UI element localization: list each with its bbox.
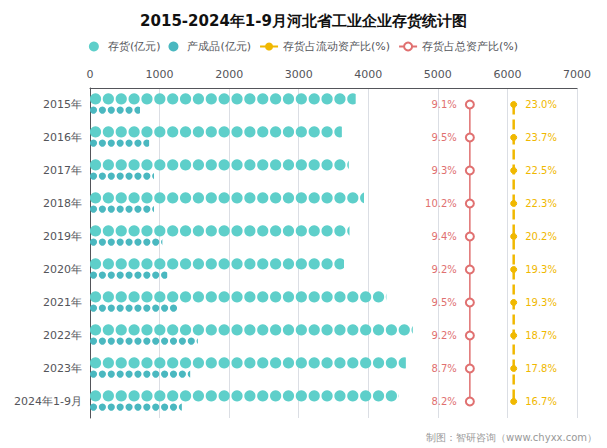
svg-text:2024年1-9月: 2024年1-9月 [14, 395, 82, 408]
svg-text:23.0%: 23.0% [525, 99, 557, 110]
svg-text:6000: 6000 [493, 68, 521, 81]
svg-text:19.3%: 19.3% [525, 297, 557, 308]
svg-text:7000: 7000 [563, 68, 591, 81]
svg-text:16.7%: 16.7% [525, 396, 557, 407]
svg-text:2023年: 2023年 [43, 362, 82, 375]
svg-text:9.4%: 9.4% [431, 231, 456, 242]
svg-text:存货占总资产比(%): 存货占总资产比(%) [422, 40, 518, 53]
svg-text:19.3%: 19.3% [525, 264, 557, 275]
svg-text:产成品(亿元): 产成品(亿元) [187, 40, 251, 53]
svg-text:0: 0 [87, 68, 94, 81]
svg-text:8.2%: 8.2% [431, 396, 456, 407]
svg-text:2017年: 2017年 [43, 164, 82, 177]
svg-text:20.2%: 20.2% [525, 231, 557, 242]
svg-text:9.2%: 9.2% [431, 264, 456, 275]
svg-text:4000: 4000 [354, 68, 382, 81]
svg-text:存货占流动资产比(%): 存货占流动资产比(%) [283, 40, 390, 53]
svg-text:2019年: 2019年 [43, 230, 82, 243]
svg-text:5000: 5000 [424, 68, 452, 81]
svg-text:2022年: 2022年 [43, 329, 82, 342]
svg-text:10.2%: 10.2% [425, 198, 457, 209]
svg-text:3000: 3000 [285, 68, 313, 81]
svg-text:存货(亿元): 存货(亿元) [108, 40, 161, 53]
svg-text:2020年: 2020年 [43, 263, 82, 276]
svg-text:2000: 2000 [215, 68, 243, 81]
svg-text:2021年: 2021年 [43, 296, 82, 309]
svg-text:17.8%: 17.8% [525, 363, 557, 374]
svg-text:9.2%: 9.2% [431, 330, 456, 341]
svg-text:2015年: 2015年 [43, 98, 82, 111]
svg-text:9.1%: 9.1% [431, 99, 456, 110]
svg-text:18.7%: 18.7% [525, 330, 557, 341]
svg-text:制图：智研咨询（www.chyxx.com）: 制图：智研咨询（www.chyxx.com） [426, 432, 597, 443]
svg-text:9.5%: 9.5% [431, 297, 456, 308]
svg-text:2018年: 2018年 [43, 197, 82, 210]
svg-text:22.3%: 22.3% [525, 198, 557, 209]
svg-text:8.7%: 8.7% [431, 363, 456, 374]
svg-text:23.7%: 23.7% [525, 132, 557, 143]
svg-text:9.3%: 9.3% [431, 165, 456, 176]
svg-text:2015-2024年1-9月河北省工业企业存货统计图: 2015-2024年1-9月河北省工业企业存货统计图 [140, 12, 467, 30]
svg-text:1000: 1000 [146, 68, 174, 81]
svg-text:2016年: 2016年 [43, 131, 82, 144]
svg-text:22.5%: 22.5% [525, 165, 557, 176]
svg-text:9.5%: 9.5% [431, 132, 456, 143]
